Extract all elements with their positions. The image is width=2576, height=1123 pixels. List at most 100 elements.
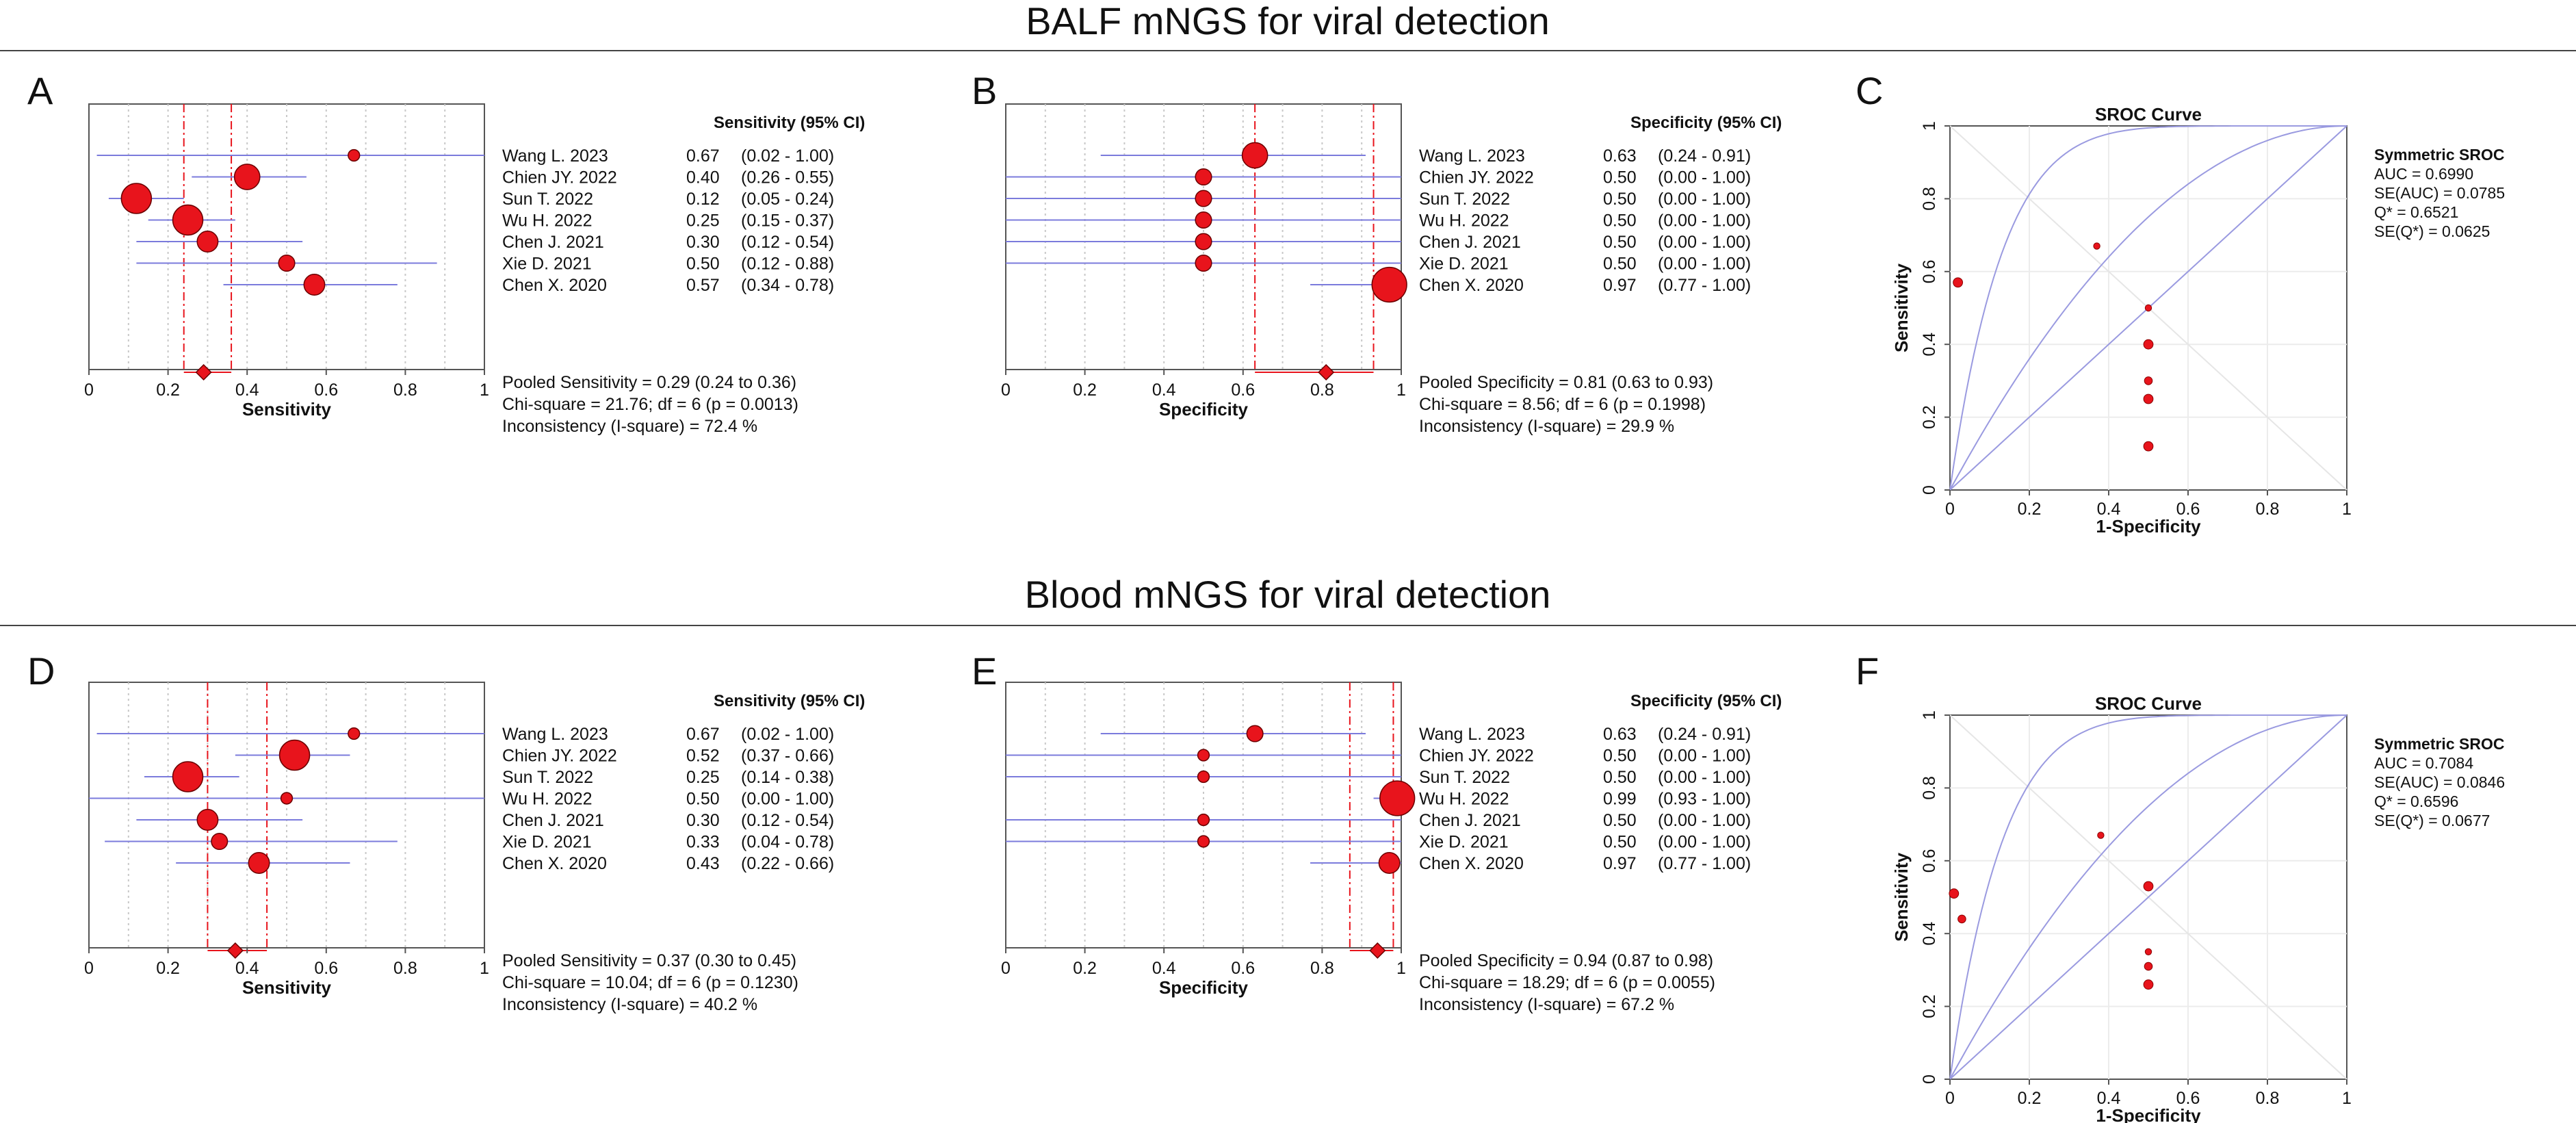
panel-letter-e: E [972, 649, 997, 693]
study-estimate: 0.67 [686, 725, 720, 744]
study-estimate: 0.97 [1603, 854, 1637, 873]
y-tick-label: 0 [1920, 485, 1939, 495]
sroc-study-point [2143, 393, 2154, 404]
x-tick-label: 0.4 [235, 380, 259, 400]
x-tick-label: 0.8 [393, 380, 417, 400]
study-name: Chen J. 2021 [1419, 811, 1521, 830]
panel-letter-f: F [1856, 649, 1879, 693]
sroc-legend-item: Q* = 0.6596 [2374, 792, 2458, 810]
study-estimate: 0.50 [686, 790, 720, 809]
pooled-stat-line: Inconsistency (I-square) = 72.4 % [502, 417, 757, 436]
sroc-study-point [2144, 304, 2152, 312]
y-tick-label: 0.4 [1920, 922, 1939, 946]
study-ci-text: (0.00 - 1.00) [1658, 768, 1751, 787]
study-estimate: 0.52 [686, 747, 720, 766]
study-name: Wang L. 2023 [1419, 146, 1525, 166]
x-tick-label: 0.2 [1073, 380, 1097, 400]
study-ci-text: (0.00 - 1.00) [1658, 233, 1751, 252]
study-point [211, 832, 229, 851]
study-estimate: 0.25 [686, 768, 720, 787]
sroc-legend-item: SE(Q*) = 0.0625 [2374, 222, 2490, 240]
pooled-diamond [1318, 363, 1335, 381]
x-axis-label: Specificity [1159, 399, 1249, 419]
x-tick-label: 1 [2342, 1089, 2352, 1108]
plot-title: SROC Curve [2095, 693, 2202, 714]
study-estimate: 0.99 [1603, 790, 1637, 809]
study-point [1195, 233, 1212, 250]
study-name: Xie D. 2021 [502, 255, 592, 274]
pooled-stat-line: Chi-square = 18.29; df = 6 (p = 0.0055) [1419, 973, 1715, 992]
sroc-study-point [2143, 979, 2154, 990]
panel-letter-b: B [972, 69, 997, 112]
study-name: Xie D. 2021 [1419, 255, 1509, 274]
study-point [348, 149, 361, 162]
sroc-study-point [2093, 242, 2100, 250]
study-estimate: 0.50 [1603, 833, 1637, 852]
x-axis-label: Sensitivity [242, 977, 332, 998]
x-tick-label: 1 [1396, 959, 1406, 978]
x-tick-label: 0.2 [1073, 959, 1097, 978]
sroc-study-point [2143, 881, 2154, 892]
study-estimate: 0.50 [1603, 747, 1637, 766]
study-name: Wu H. 2022 [1419, 790, 1509, 809]
study-name: Xie D. 2021 [1419, 833, 1509, 852]
study-name: Chen X. 2020 [502, 276, 607, 295]
sroc-legend-item: AUC = 0.7084 [2374, 754, 2473, 772]
study-point [248, 852, 270, 874]
forest-plot-a: 0 0.2 0.4 0.6 0.8 1 Sensitivity Sensitivity (95… [84, 103, 865, 436]
sroc-study-point [2144, 961, 2153, 971]
study-ci-text: (0.00 - 1.00) [1658, 747, 1751, 766]
study-name: Chien JY. 2022 [1419, 168, 1534, 188]
study-ci-text: (0.00 - 1.00) [1658, 211, 1751, 231]
study-name: Sun T. 2022 [502, 190, 593, 209]
x-axis-label: 1-Specificity [2096, 1105, 2201, 1123]
pooled-stat-line: Pooled Sensitivity = 0.37 (0.30 to 0.45) [502, 951, 796, 970]
y-tick-label: 0.2 [1920, 405, 1939, 429]
study-ci-text: (0.02 - 1.00) [741, 725, 834, 744]
study-name: Chen X. 2020 [1419, 854, 1524, 873]
x-tick-label: 0.4 [235, 959, 259, 978]
x-tick-label: 0.4 [2097, 500, 2121, 519]
y-axis-label: Sensitivity [1891, 852, 1912, 942]
study-point [1241, 142, 1269, 169]
x-tick-label: 1 [480, 959, 489, 978]
sroc-ci-curve-upper [1949, 125, 2347, 491]
study-ci-text: (0.00 - 1.00) [1658, 833, 1751, 852]
x-tick-label: 1 [1396, 380, 1406, 400]
plot-frame [1949, 125, 2347, 491]
study-point [233, 164, 261, 190]
study-name: Wu H. 2022 [502, 211, 593, 231]
x-tick-label: 0 [1945, 500, 1955, 519]
y-tick-label: 0.6 [1920, 259, 1939, 283]
study-name: Sun T. 2022 [1419, 190, 1510, 209]
x-tick-label: 0.6 [1231, 959, 1255, 978]
study-point [196, 231, 219, 253]
x-tick-label: 0.4 [2097, 1089, 2121, 1108]
study-ci-text: (0.05 - 0.24) [741, 190, 834, 209]
study-name: Wang L. 2023 [502, 146, 608, 166]
column-header: Sensitivity (95% CI) [714, 692, 865, 710]
sroc-curve [1949, 125, 2347, 491]
study-point [1195, 211, 1212, 229]
study-point [278, 739, 311, 771]
study-ci-text: (0.15 - 0.37) [741, 211, 834, 231]
x-axis-label: Sensitivity [242, 399, 332, 419]
pooled-diamond [1369, 942, 1386, 959]
study-estimate: 0.50 [1603, 168, 1637, 188]
study-name: Sun T. 2022 [1419, 768, 1510, 787]
study-name: Chen J. 2021 [1419, 233, 1521, 252]
x-tick-label: 0.8 [2256, 500, 2280, 519]
x-tick-label: 0.6 [314, 959, 338, 978]
sroc-legend-item: SE(Q*) = 0.0677 [2374, 812, 2490, 829]
x-tick-label: 0.8 [2256, 1089, 2280, 1108]
section-title-balf: BALF mNGS for viral detection [1026, 0, 1550, 42]
x-axis-label: 1-Specificity [2096, 516, 2201, 537]
x-tick-label: 0.6 [2176, 1089, 2200, 1108]
sroc-study-point [2097, 831, 2105, 839]
panel-letter-d: D [27, 649, 55, 693]
study-estimate: 0.43 [686, 854, 720, 873]
study-ci-text: (0.02 - 1.00) [741, 146, 834, 166]
pooled-stat-line: Pooled Specificity = 0.81 (0.63 to 0.93) [1419, 373, 1713, 392]
y-tick-label: 1 [1920, 710, 1939, 720]
x-tick-label: 0.2 [156, 959, 180, 978]
